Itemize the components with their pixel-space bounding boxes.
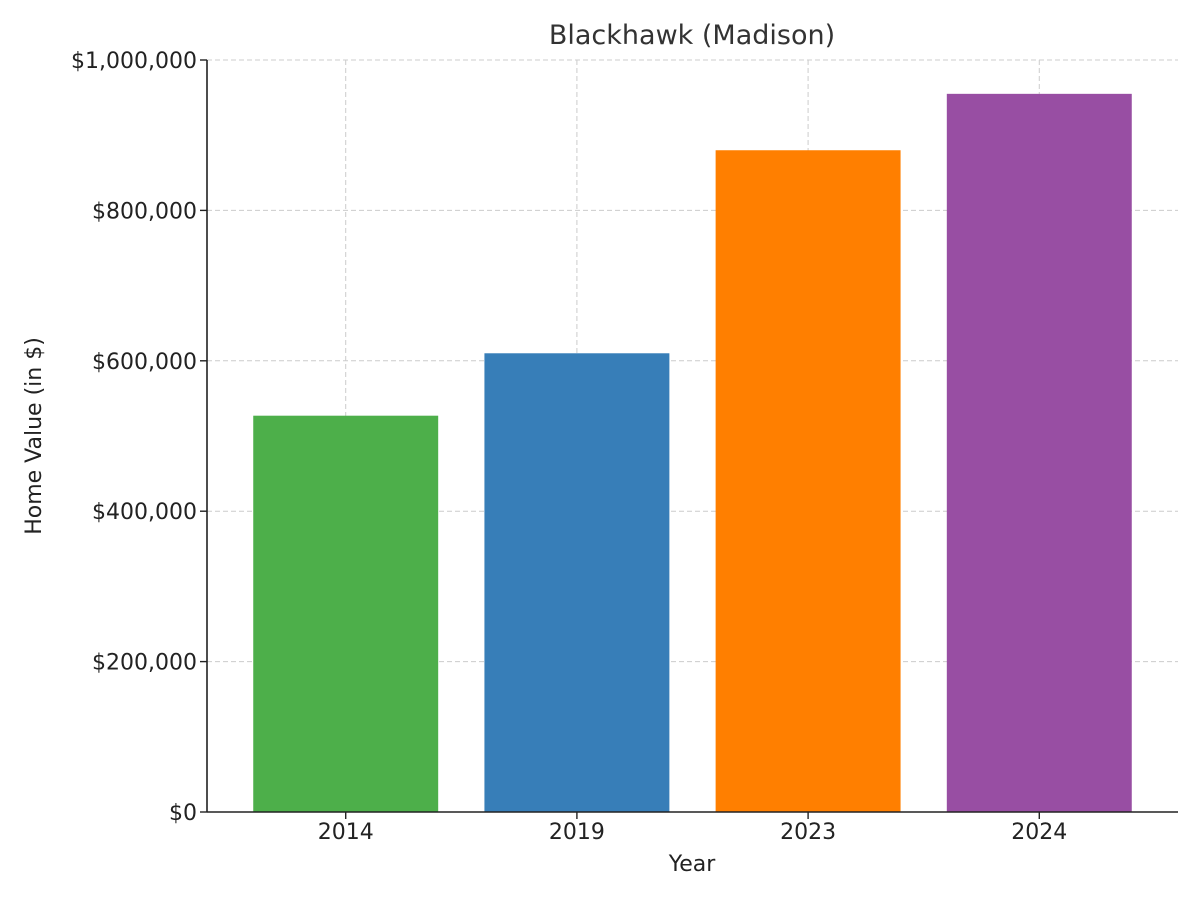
bar-2014	[253, 415, 439, 812]
y-tick-label: $200,000	[92, 651, 197, 676]
bar-2019	[484, 353, 670, 812]
x-tick-label: 2023	[780, 820, 836, 845]
y-tick-label: $800,000	[92, 199, 197, 224]
y-tick-label: $0	[169, 801, 197, 826]
x-tick-label: 2019	[549, 820, 605, 845]
x-tick-label: 2024	[1011, 820, 1067, 845]
chart-title: Blackhawk (Madison)	[549, 20, 835, 51]
y-tick-label: $600,000	[92, 350, 197, 375]
x-axis-title: Year	[668, 852, 717, 877]
axes: $0 $200,000 $400,000 $600,000 $800,000 $1,000…	[71, 49, 1178, 845]
y-axis-title: Home Value (in $)	[22, 337, 47, 535]
y-tick-label: $1,000,000	[71, 49, 197, 74]
bars	[253, 93, 1132, 813]
x-tick-label: 2014	[318, 820, 374, 845]
y-tick-label: $400,000	[92, 500, 197, 525]
bar-2024	[946, 93, 1132, 813]
bar-2023	[715, 150, 901, 813]
